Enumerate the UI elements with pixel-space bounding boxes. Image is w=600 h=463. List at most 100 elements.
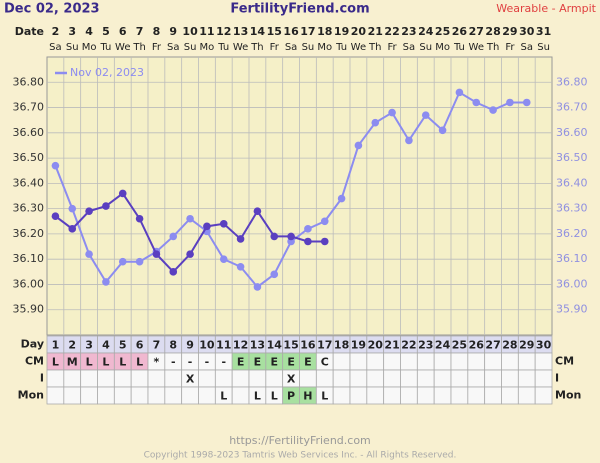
y-tick-label-right: 36.00 [556,277,588,290]
cell-text: 10 [199,339,215,352]
copyright: Copyright 1998-2023 Tamtris Web Services… [144,451,457,461]
weekday-label: Sa [521,42,533,53]
table-cell [366,352,385,371]
cell-text: H [303,390,312,403]
data-point [102,278,110,286]
table-cell [332,369,351,388]
weekday-label: Sa [285,42,297,53]
weekday-label: Th [486,42,499,53]
cell-text: E [304,356,312,369]
cell-text: X [287,373,296,386]
cell-text: * [154,356,160,369]
cell-text: 2 [68,339,76,352]
table-cell [416,369,435,388]
cell-text: 22 [401,339,416,352]
table-cell [349,386,368,405]
cell-text: 1 [52,339,60,352]
table-cell [366,386,385,405]
table-cell [147,386,166,405]
date-label: 26 [452,25,468,38]
data-point [169,268,178,276]
cell-text: 4 [102,339,110,352]
table-cell [534,369,553,388]
cell-text: 19 [351,339,366,352]
cell-text: 20 [368,339,384,352]
table-cell [113,386,132,405]
data-point [304,237,312,246]
table-cell [231,369,250,388]
date-label: 18 [317,25,332,38]
table-cell [400,352,418,371]
table-cell [450,386,469,405]
cell-text: 3 [85,339,93,352]
cell-text: X [186,373,195,386]
weekday-label: We [233,42,248,53]
y-tick-label-right: 36.30 [556,202,588,215]
data-point [489,106,497,114]
data-point [169,232,178,241]
data-point [438,126,447,135]
table-cell [63,386,82,405]
data-point [186,250,194,258]
table-cell [164,386,183,405]
table-cell [517,386,536,405]
table-cell [315,369,334,388]
date-label: 28 [485,25,500,38]
cell-text: 15 [283,339,298,352]
table-cell [248,369,267,388]
date-label: Date [15,25,44,38]
site-name[interactable]: FertilityFriend.com [230,2,369,17]
row-label: I [40,372,44,385]
cell-text: 16 [300,339,316,352]
cell-text: 12 [233,339,248,352]
table-cell [400,386,418,405]
cell-text: 24 [435,339,451,352]
table-cell [265,369,284,388]
cell-text: C [321,356,329,369]
date-label: 27 [469,25,484,38]
weekday-label: Mo [200,42,215,53]
y-tick-label-right: 36.70 [556,101,588,114]
y-tick-label: 36.20 [13,227,45,240]
weekday-label: Su [302,42,315,53]
weekday-label: Sa [167,42,179,53]
cell-text: 25 [452,339,467,352]
table-cell [484,352,502,371]
date-label: 2 [52,25,60,38]
y-tick-label: 36.10 [13,252,45,265]
row-label: Day [21,338,44,351]
date-label: 31 [536,25,551,38]
table-cell [467,352,486,371]
data-point [304,225,312,233]
weekday-label: Tu [335,42,347,53]
table-cell [433,369,452,388]
cell-text: - [188,356,193,369]
row-label-right: Mon [555,389,581,402]
date-label: 11 [199,25,214,38]
cell-text: L [254,390,261,403]
table-cell [164,369,183,388]
weekday-label: Tu [217,42,229,53]
table-cell [214,369,233,388]
weekday-label: We [351,42,366,53]
data-point [287,232,295,241]
cell-text: 6 [136,339,144,352]
y-tick-label: 35.90 [13,303,45,316]
footer-url[interactable]: https://FertilityFriend.com [229,434,371,447]
cell-text: 18 [334,339,349,352]
table-cell [433,386,452,405]
date-label: 6 [119,25,127,38]
table-cell [467,386,486,405]
cell-text: 30 [536,339,552,352]
date-label: 29 [502,25,517,38]
cell-text: 23 [418,339,433,352]
data-point [152,250,161,258]
data-point [219,220,228,228]
date-label: 30 [519,25,535,38]
y-tick-label-right: 35.90 [556,303,588,316]
weekday-label: Tu [99,42,111,53]
data-point [135,214,144,223]
cell-text: 26 [469,339,485,352]
y-tick-label: 36.70 [13,101,45,114]
